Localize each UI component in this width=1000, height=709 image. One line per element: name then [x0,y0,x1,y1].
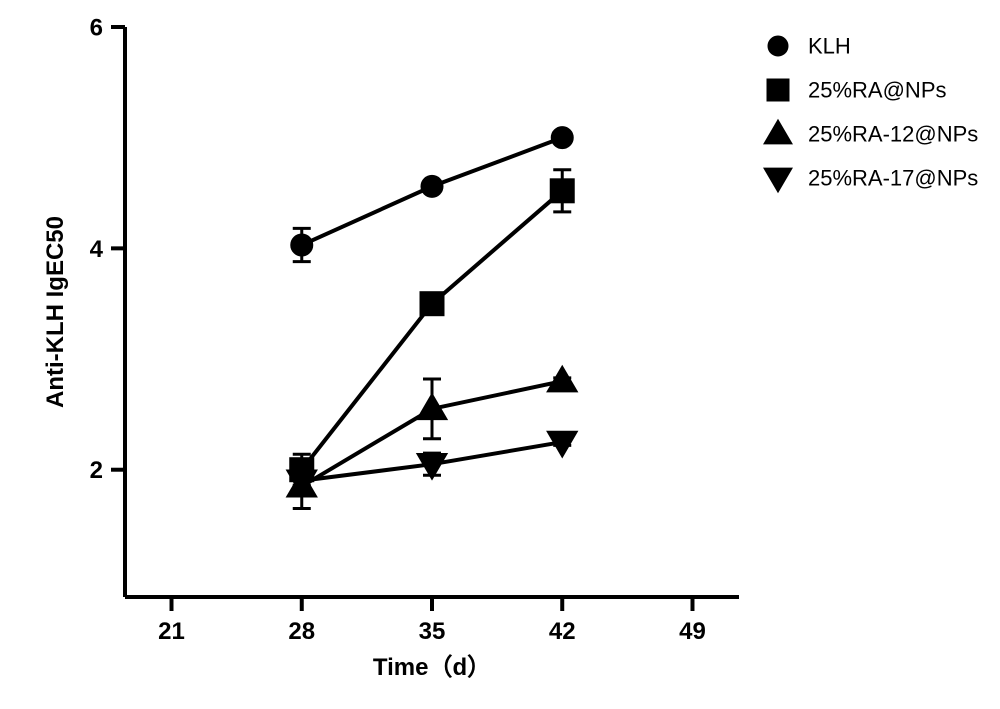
x-tick-label: 49 [679,618,706,645]
y-axis-label: Anti-KLH IgEC50 [42,216,69,408]
legend-marker [768,36,788,56]
chart-container: 21 28 35 42 49 2 4 6 Time（d） Anti-KLH IgEC50 KLH 25… [0,0,1000,709]
legend-marker [767,79,789,101]
series-marker [551,127,573,149]
line-chart: 21 28 35 42 49 2 4 6 Time（d） Anti-KLH IgEC50 KLH 25… [0,0,1000,709]
chart-bg [0,0,1000,709]
x-tick-label: 21 [158,618,185,645]
legend-label: 25%RA-17@NPs [808,166,978,191]
x-tick-label: 28 [288,618,315,645]
series-marker [550,179,574,203]
y-tick-label: 6 [90,14,103,41]
legend-label: KLH [808,34,851,59]
y-tick-label: 2 [90,457,103,484]
y-tick-label: 4 [90,236,104,263]
legend-label: 25%RA@NPs [808,78,947,103]
series-marker [420,292,444,316]
x-tick-label: 42 [549,618,576,645]
series-marker [421,175,443,197]
series-marker [291,234,313,256]
x-tick-label: 35 [419,618,446,645]
x-axis-label: Time（d） [373,654,491,681]
legend-label: 25%RA-12@NPs [808,122,978,147]
